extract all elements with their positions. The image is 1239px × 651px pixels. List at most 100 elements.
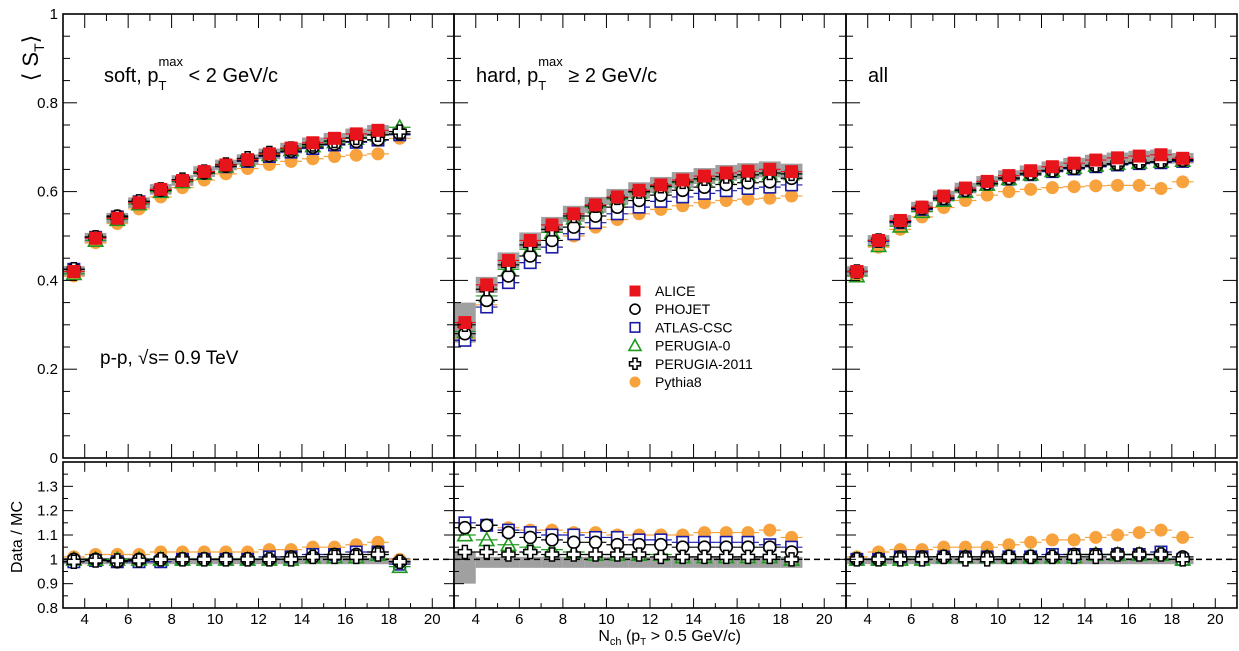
y-tick-label: 0 bbox=[50, 450, 58, 467]
series-pythia8 bbox=[846, 175, 1194, 283]
x-tick-label: 20 bbox=[424, 611, 441, 628]
point-alice bbox=[154, 182, 168, 196]
x-ticks-1: 4 6 8 10 12 14 16 18 20 bbox=[62, 14, 455, 628]
point-alice bbox=[1089, 153, 1103, 167]
point-alice bbox=[915, 200, 929, 214]
y-tick-label: 0.8 bbox=[37, 95, 58, 112]
energy-label-pre: p-p, bbox=[100, 348, 138, 369]
point-alice bbox=[89, 231, 103, 245]
panel-label-pre: hard, p bbox=[476, 65, 538, 87]
ratio-point-perugia-2011 bbox=[349, 549, 364, 565]
legend-marker-perugia-0 bbox=[627, 337, 643, 352]
x-label-n: N bbox=[598, 628, 610, 645]
point-alice bbox=[567, 207, 581, 221]
ratio-sys-band-2 bbox=[497, 556, 520, 568]
x-tick-label: 18 bbox=[380, 611, 397, 628]
ratio-point-perugia-2011 bbox=[153, 552, 168, 567]
point-pythia8 bbox=[980, 188, 994, 202]
ratio-series-perugia-2011 bbox=[63, 547, 411, 570]
ratio-point-perugia-2011 bbox=[1066, 549, 1082, 565]
ratio-point-perugia-2011 bbox=[262, 552, 277, 567]
ratio-point-pythia8 bbox=[1067, 533, 1081, 547]
point-alice bbox=[284, 141, 298, 155]
ratio-point-phojet bbox=[523, 530, 538, 545]
ratio-point-perugia-2011 bbox=[131, 553, 147, 568]
legend-marker-atlas-csc bbox=[629, 321, 641, 333]
legend-marker-pythia8 bbox=[629, 376, 641, 388]
ratio-sys-band-2 bbox=[475, 556, 498, 568]
x-tick-label: 16 bbox=[1120, 611, 1137, 628]
point-alice bbox=[480, 278, 494, 292]
point-alice bbox=[1132, 149, 1146, 163]
x-tick-label: 20 bbox=[816, 611, 833, 628]
ratio-sys-band-2 bbox=[562, 556, 585, 568]
ratio-y-tick-label: 1.3 bbox=[37, 478, 58, 495]
ratio-point-perugia-2011 bbox=[218, 552, 234, 567]
point-perugia-2011 bbox=[392, 124, 407, 139]
legend-label-atlas-csc: ATLAS-CSC bbox=[655, 319, 733, 335]
ratio-point-perugia-2011 bbox=[566, 547, 582, 562]
ratio-point-perugia-2011 bbox=[588, 547, 603, 562]
panel-label-post: ≥ 2 GeV/c bbox=[563, 65, 657, 87]
x-tick-label: 8 bbox=[167, 611, 175, 628]
energy-label-rest: s= 0.9 TeV bbox=[148, 348, 238, 369]
ratio-point-perugia-2011 bbox=[1153, 547, 1169, 562]
panel-3: 4 6 8 10 12 14 16 18 20 all bbox=[845, 13, 1238, 628]
legend-marker-alice bbox=[629, 285, 641, 297]
ratio-point-perugia-2011 bbox=[283, 552, 299, 567]
x-tick-label: 20 bbox=[1207, 611, 1224, 628]
x-tick-label: 10 bbox=[598, 611, 615, 628]
ratio-point-pythia8 bbox=[1002, 538, 1016, 552]
x-tick-label: 6 bbox=[907, 611, 915, 628]
main-plot-1 bbox=[63, 118, 411, 283]
x-tick-label: 14 bbox=[685, 611, 702, 628]
point-pythia8 bbox=[328, 150, 342, 164]
point-alice bbox=[262, 147, 276, 161]
legend-label-pythia8: Pythia8 bbox=[655, 374, 702, 390]
x-axis-label: Nch (pT > 0.5 GeV/c) bbox=[598, 628, 741, 648]
panel-label-pre: all bbox=[868, 65, 888, 87]
ratio-point-perugia-2011 bbox=[110, 553, 125, 568]
x-tick-label: 8 bbox=[559, 611, 567, 628]
ratio-point-perugia-2011 bbox=[1023, 549, 1038, 565]
series-alice bbox=[63, 123, 389, 279]
ratio-point-phojet bbox=[458, 520, 472, 535]
point-alice bbox=[132, 196, 146, 210]
ratio-y-tick-labels: 0.8 0.9 1 1.1 1.2 1.3 bbox=[37, 478, 58, 617]
point-pythia8 bbox=[349, 148, 363, 162]
ratio-point-perugia-2011 bbox=[88, 553, 103, 568]
ratio-point-pythia8 bbox=[1176, 530, 1190, 544]
ratio-point-pythia8 bbox=[1024, 535, 1038, 549]
ratio-point-perugia-2011 bbox=[240, 552, 255, 567]
panel-label-post: < 2 GeV/c bbox=[183, 65, 278, 87]
legend-entry-alice: ALICE bbox=[629, 283, 695, 299]
panel-label-2: hard, pTmax ≥ 2 GeV/c bbox=[476, 54, 657, 93]
legend-label-phojet: PHOJET bbox=[655, 301, 711, 317]
ratio-point-perugia-2011 bbox=[1110, 547, 1125, 562]
point-alice bbox=[1024, 164, 1038, 178]
y-tick-label: 1 bbox=[50, 6, 58, 23]
point-alice bbox=[501, 253, 515, 267]
point-alice bbox=[589, 198, 603, 212]
panel-label-sup: max bbox=[538, 54, 563, 69]
point-alice bbox=[306, 136, 320, 150]
ratio-point-pythia8 bbox=[1045, 533, 1059, 547]
ratio-frame-1 bbox=[62, 461, 455, 609]
x-ticks-2: 4 6 8 10 12 14 16 18 20 bbox=[453, 14, 847, 628]
ratio-point-pythia8 bbox=[1089, 530, 1103, 544]
x-tick-label: 10 bbox=[207, 611, 224, 628]
ratio-point-perugia-2011 bbox=[522, 544, 538, 560]
panel-label-pre: soft, p bbox=[104, 65, 158, 87]
point-alice bbox=[893, 213, 907, 227]
y-tick-label: 0.4 bbox=[37, 272, 58, 289]
x-tick-label: 4 bbox=[864, 611, 872, 628]
ratio-point-perugia-2011 bbox=[544, 547, 560, 562]
point-alice bbox=[676, 173, 690, 187]
legend-label-alice: ALICE bbox=[655, 283, 695, 299]
point-alice bbox=[1111, 151, 1125, 165]
ratio-y-tick-label: 1 bbox=[50, 551, 58, 568]
point-alice bbox=[697, 169, 711, 183]
ratio-point-perugia-0 bbox=[478, 531, 496, 547]
x-tick-label: 6 bbox=[515, 611, 523, 628]
